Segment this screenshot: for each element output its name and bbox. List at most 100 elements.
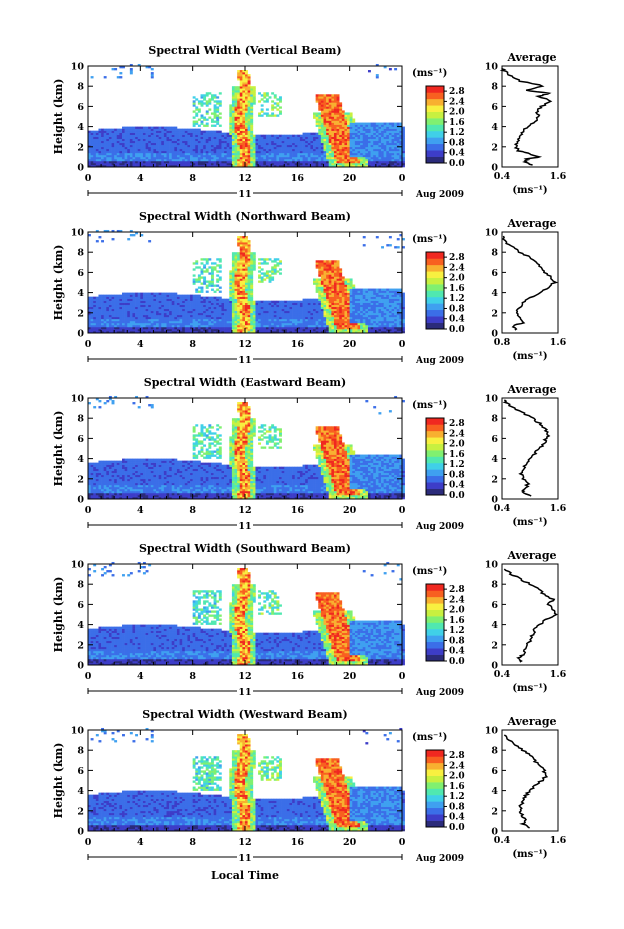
heatmap-cell xyxy=(161,126,165,129)
heatmap-cell xyxy=(88,138,91,142)
heatmap-cell xyxy=(93,162,97,166)
heatmap-cell xyxy=(313,152,316,156)
heatmap-cell xyxy=(108,138,112,142)
heatmap-cell xyxy=(362,126,366,129)
heatmap-cell xyxy=(218,300,222,303)
heatmap-cell xyxy=(197,326,201,330)
heatmap-cell xyxy=(245,106,248,109)
heatmap-cell xyxy=(229,282,233,285)
heatmap-cell xyxy=(169,142,173,146)
heatmap-cell xyxy=(145,312,149,316)
heatmap-cell xyxy=(279,140,282,144)
heatmap-cell xyxy=(148,308,152,312)
heatmap-cell xyxy=(352,148,356,152)
heatmap-cell xyxy=(299,308,303,312)
heatmap-cell xyxy=(224,316,227,320)
heatmap-cell xyxy=(132,134,136,137)
heatmap-cell xyxy=(163,294,167,297)
heatmap-cell xyxy=(237,244,241,247)
heatmap-cell xyxy=(276,114,280,117)
heatmap-cell xyxy=(402,134,405,137)
heatmap-cell xyxy=(263,326,267,330)
heatmap-cell xyxy=(239,112,243,115)
heatmap-cell xyxy=(339,122,343,125)
heatmap-cell xyxy=(250,126,254,129)
heatmap-cell xyxy=(210,328,214,332)
heatmap-cell xyxy=(315,136,319,140)
heatmap-cell xyxy=(161,304,165,308)
heatmap-cell xyxy=(252,326,256,330)
heatmap-cell xyxy=(166,126,170,129)
heatmap-cell xyxy=(313,318,316,322)
heatmap-cell xyxy=(203,140,207,144)
heatmap-cell xyxy=(153,316,157,320)
heatmap-cell xyxy=(158,316,162,320)
heatmap-cell xyxy=(328,128,332,131)
heatmap-cell xyxy=(231,320,235,324)
heatmap-cell xyxy=(184,132,188,135)
heatmap-cell xyxy=(132,330,136,334)
heatmap-cell xyxy=(388,122,392,125)
heatmap-cell xyxy=(242,272,246,275)
heatmap-cell xyxy=(247,294,251,297)
heatmap-cell xyxy=(252,102,256,105)
heatmap-cell xyxy=(108,312,112,316)
heatmap-cell xyxy=(169,156,173,160)
heatmap-cell xyxy=(192,146,196,150)
heatmap-cell xyxy=(129,63,133,67)
heatmap-cell xyxy=(122,126,125,129)
heatmap-cell xyxy=(396,132,400,135)
heatmap-cell xyxy=(129,154,133,158)
heatmap-cell xyxy=(114,312,118,316)
heatmap-cell xyxy=(263,320,267,324)
heatmap-cell xyxy=(200,114,204,117)
heatmap-cell xyxy=(344,150,348,154)
heatmap-cell xyxy=(156,308,159,312)
heatmap-cell xyxy=(252,162,256,166)
heatmap-cell xyxy=(396,126,400,129)
heatmap-cell xyxy=(166,318,170,322)
heatmap-cell xyxy=(333,158,337,162)
heatmap-cell xyxy=(174,126,178,129)
heatmap-cell xyxy=(258,280,261,283)
heatmap-cell xyxy=(197,150,201,154)
heatmap-cell xyxy=(247,94,251,97)
heatmap-cell xyxy=(391,162,395,166)
heatmap-cell xyxy=(101,302,104,306)
heatmap-cell xyxy=(375,140,379,144)
heatmap-cell xyxy=(310,328,314,332)
heatmap-cell xyxy=(341,130,345,133)
heatmap-cell xyxy=(336,162,340,166)
heatmap-cell xyxy=(360,162,364,166)
heatmap-cell xyxy=(231,138,235,142)
heatmap-cell xyxy=(273,164,277,168)
heatmap-cell xyxy=(111,308,115,312)
heatmap-cell xyxy=(98,294,102,297)
heatmap-cell xyxy=(352,128,356,131)
heatmap-cell xyxy=(320,146,324,150)
heatmap-cell xyxy=(116,154,120,158)
heatmap-cell xyxy=(320,134,324,137)
heatmap-cell xyxy=(386,142,390,146)
heatmap-cell xyxy=(101,134,104,137)
heatmap-cell xyxy=(399,128,403,131)
heatmap-cell xyxy=(116,320,120,324)
heatmap-cell xyxy=(190,160,193,164)
heatmap-cell xyxy=(265,258,269,261)
heatmap-cell xyxy=(315,98,319,101)
heatmap-cell xyxy=(171,298,175,301)
heatmap-cell xyxy=(150,296,154,299)
heatmap-cell xyxy=(192,120,196,123)
heatmap-cell xyxy=(326,98,330,101)
heatmap-cell xyxy=(190,302,193,306)
heatmap-cell xyxy=(292,326,296,330)
heatmap-cell xyxy=(313,136,316,140)
heatmap-cell xyxy=(132,308,136,312)
heatmap-cell xyxy=(326,164,330,168)
heatmap-cell xyxy=(320,128,324,131)
heatmap-cell xyxy=(161,156,165,160)
heatmap-cell xyxy=(396,154,400,158)
heatmap-cell xyxy=(250,88,254,91)
heatmap-cell xyxy=(250,288,254,291)
heatmap-cell xyxy=(315,142,319,146)
